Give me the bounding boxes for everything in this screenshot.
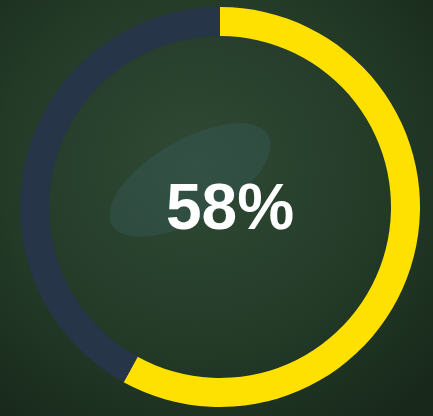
- background: [0, 0, 433, 416]
- data-label: 58%: [166, 171, 294, 243]
- donut-segment: [124, 7, 420, 407]
- chart: 58%: [0, 0, 433, 416]
- donut: [20, 7, 420, 407]
